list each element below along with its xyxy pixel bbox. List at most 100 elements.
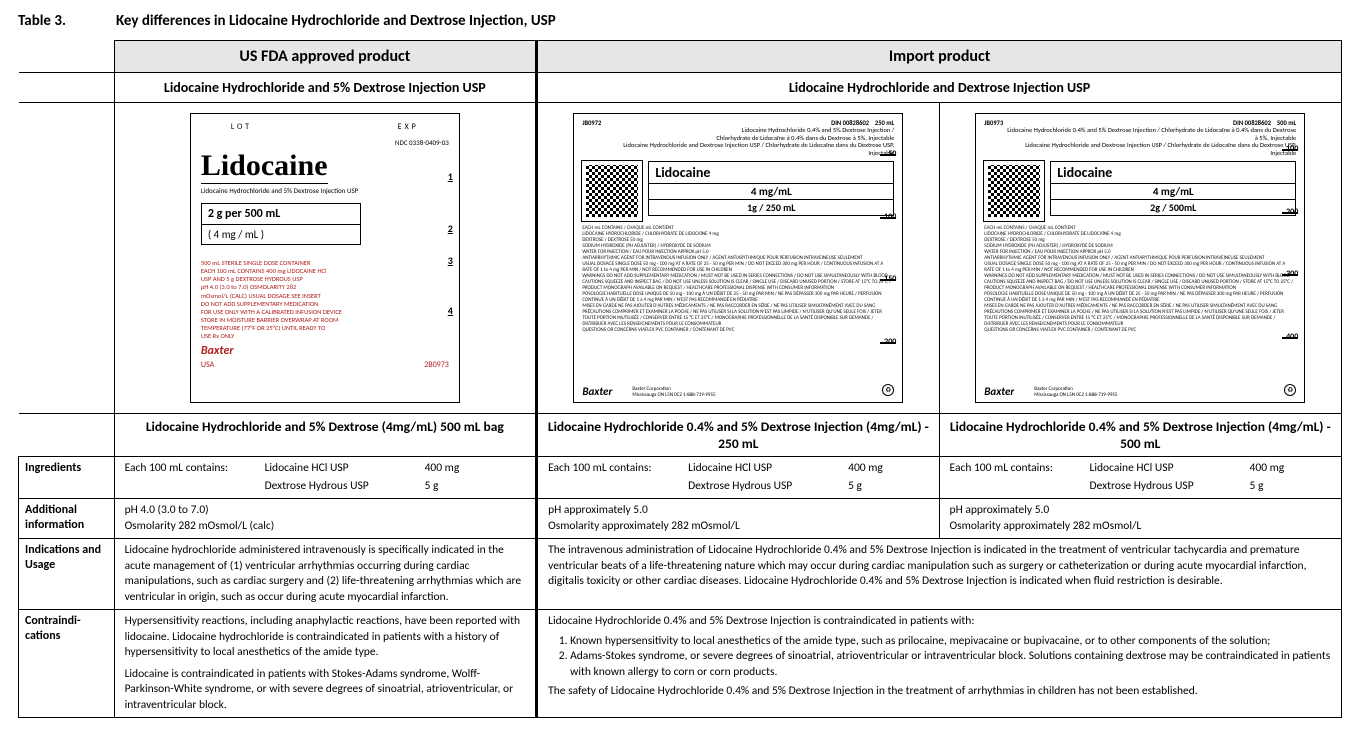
recycle-icon: ♻ [882, 384, 894, 396]
comparison-table: US FDA approved product Import product L… [18, 40, 1342, 718]
panel-title-imp1: Lidocaine Hydrochloride 0.4% and 5% Dext… [537, 414, 939, 457]
cell-ingredients-imp2: Each 100 mL contains: Lidocaine HCl USP … [939, 457, 1341, 499]
blank-cell [19, 103, 115, 414]
label-image-fda: LOTEXP NDC 0338-0409-03 1 Lidocaine Lido… [114, 103, 537, 414]
contra-trail: The safety of Lidocaine Hydrochloride 0.… [548, 684, 1331, 700]
cell-indic-imp: The intravenous administration of Lidoca… [537, 539, 1342, 610]
imp-code: JB0973 [984, 119, 1003, 127]
ing-amt: 400 mg [1250, 461, 1331, 477]
callout-3: 3 [448, 254, 453, 267]
ing-amt: 5 g [848, 479, 928, 495]
grad-mark: 400 [1286, 332, 1298, 342]
rowlabel-additional: Additional information [19, 499, 115, 539]
table-row: Lidocaine Hydrochloride and 5% Dextrose … [19, 414, 1342, 457]
qr-code-icon [582, 161, 642, 221]
imp-title-3: Lidocaine Hydrochloride and Dextrose Inj… [623, 141, 894, 156]
cell-contra-fda: Hypersensitivity reactions, including an… [114, 610, 537, 718]
table-row: Ingredients Each 100 mL contains: Lidoca… [19, 457, 1342, 499]
panel-title-imp2: Lidocaine Hydrochloride 0.4% and 5% Dext… [939, 414, 1341, 457]
cell-ingredients-imp1: Each 100 mL contains: Lidocaine HCl USP … [537, 457, 939, 499]
label-image-import-500: JB0973 DIN 00828602 500 mL Lidocaine Hyd… [939, 103, 1341, 414]
callout-4: 4 [448, 304, 453, 317]
table-row: Indications and Usage Lidocaine hydrochl… [19, 539, 1342, 610]
table-row: Lidocaine Hydrochloride and 5% Dextrose … [19, 73, 1342, 103]
cell-addl-imp2: pH approximately 5.0 Osmolarity approxim… [939, 499, 1341, 539]
callout-2: 2 [448, 222, 453, 235]
ing-lead: Each 100 mL contains: [125, 461, 265, 477]
ing-amt: 400 mg [848, 461, 928, 477]
imp-title-en: Lidocaine Hydrochloride 0.4% and 5% Dext… [1007, 126, 1296, 141]
contra-para: Hypersensitivity reactions, including an… [125, 614, 526, 661]
rowlabel-contra: Contraindi-cations [19, 610, 115, 718]
grad-mark: 50 [888, 149, 896, 159]
grad-mark: 200 [1286, 207, 1298, 217]
grad-mark: 200 [884, 337, 896, 347]
usa-text: USA [201, 360, 214, 370]
lot-text: LOT [231, 122, 252, 132]
ing-amt: 400 mg [425, 461, 526, 477]
table-title: Key differences in Lidocaine Hydrochlori… [116, 12, 556, 30]
qr-code-icon [984, 161, 1044, 221]
imp-drug-name: Lidocaine [648, 161, 894, 184]
grad-mark: 300 [1286, 269, 1298, 279]
imp-code: JB0972 [582, 119, 601, 127]
drug-label-import-500: JB0973 DIN 00828602 500 mL Lidocaine Hyd… [975, 113, 1305, 403]
imp-amt: 2g / 500mL [1051, 200, 1295, 215]
ing-name: Dextrose Hydrous USP [265, 479, 425, 495]
header-fda: US FDA approved product [114, 41, 537, 73]
ing-lead: Each 100 mL contains: [548, 461, 688, 477]
ph-text: pH approximately 5.0 [548, 503, 928, 519]
ph-text: pH 4.0 (3.0 to 7.0) [125, 503, 526, 519]
baxter-logo: Baxter [582, 385, 612, 398]
dose-box-2: ( 4 mg / mL ) [201, 225, 361, 245]
exp-text: EXP [398, 122, 419, 132]
table-caption: Table 3. Key differences in Lidocaine Hy… [18, 12, 1342, 30]
imp-drug-name: Lidocaine [1050, 161, 1296, 184]
brand-name: Lidocaine [201, 149, 328, 184]
grad-mark: 100 [1286, 144, 1298, 154]
table-number: Table 3. [18, 12, 66, 30]
cell-ingredients-fda: Each 100 mL contains: Lidocaine HCl USP … [114, 457, 537, 499]
baxter-logo: Baxter [984, 385, 1014, 398]
table-row: LOT EXP NDC 0338-0409-03 1 Lidocaine Lido… [19, 103, 1342, 414]
label-image-import-250: JB0972 DIN 00828602 250 mL Lidocaine Hyd… [537, 103, 939, 414]
panel-title-fda: Lidocaine Hydrochloride and 5% Dextrose … [114, 414, 537, 457]
header-import: Import product [537, 41, 1342, 73]
contra-para: Lidocaine is contraindicated in patients… [125, 667, 526, 714]
callout-1: 1 [448, 170, 453, 183]
table-row: Additional information pH 4.0 (3.0 to 7.… [19, 499, 1342, 539]
grad-mark: 100 [884, 212, 896, 222]
blank-cell [19, 414, 115, 457]
imp-fine-print: EACH mL CONTAINS / CHAQUE mL CONTIENT LI… [984, 225, 1296, 383]
recycle-icon: ♻ [1284, 384, 1296, 396]
drug-label-fda: LOTEXP NDC 0338-0409-03 1 Lidocaine Lido… [190, 113, 460, 403]
graduation-scale: 100 200 300 400 [1270, 124, 1298, 374]
ing-name: Lidocaine HCl USP [1090, 461, 1250, 477]
ndc-text: NDC 0338-0409-03 [201, 138, 449, 147]
imp-conc: 4 mg/mL [1051, 184, 1295, 200]
cell-addl-fda: pH 4.0 (3.0 to 7.0) Osmolarity 282 mOsmo… [114, 499, 537, 539]
contra-item: Known hypersensitivity to local anesthet… [570, 634, 1331, 650]
ing-name: Lidocaine HCl USP [688, 461, 848, 477]
code-text: 2B0973 [424, 360, 449, 370]
subheader-import: Lidocaine Hydrochloride and Dextrose Inj… [537, 73, 1342, 103]
ing-lead: Each 100 mL contains: [950, 461, 1090, 477]
contra-item: Adams-Stokes syndrome, or severe degrees… [570, 649, 1331, 680]
drug-label-import-250: JB0972 DIN 00828602 250 mL Lidocaine Hyd… [573, 113, 903, 403]
blank-cell [19, 41, 115, 73]
dose-box-1: 2 g per 500 mL [201, 203, 361, 225]
osm-text: Osmolarity approximately 282 mOsmol/L [548, 519, 928, 535]
baxter-corp: Baxter Corporation Mississauga ON L5N 0C… [1034, 386, 1117, 398]
imp-fine-print: EACH mL CONTAINS / CHAQUE mL CONTIENT LI… [582, 225, 894, 383]
imp-amt: 1g / 250 mL [649, 200, 893, 215]
ing-name: Dextrose Hydrous USP [688, 479, 848, 495]
osm-text: Osmolarity 282 mOsmol/L (calc) [125, 519, 526, 535]
osm-text: Osmolarity approximately 282 mOsmol/L [950, 519, 1331, 535]
cell-indic-fda: Lidocaine hydrochloride administered int… [114, 539, 537, 610]
imp-conc: 4 mg/mL [649, 184, 893, 200]
cell-contra-imp: Lidocaine Hydrochloride 0.4% and 5% Dext… [537, 610, 1342, 718]
table-row: Contraindi-cations Hypersensitivity reac… [19, 610, 1342, 718]
label-red-text: 500 mL STERILE SINGLE DOSE CONTAINER EAC… [201, 259, 449, 340]
subheader-fda: Lidocaine Hydrochloride and 5% Dextrose … [114, 73, 537, 103]
graduation-scale: 50 100 150 200 [868, 124, 896, 374]
